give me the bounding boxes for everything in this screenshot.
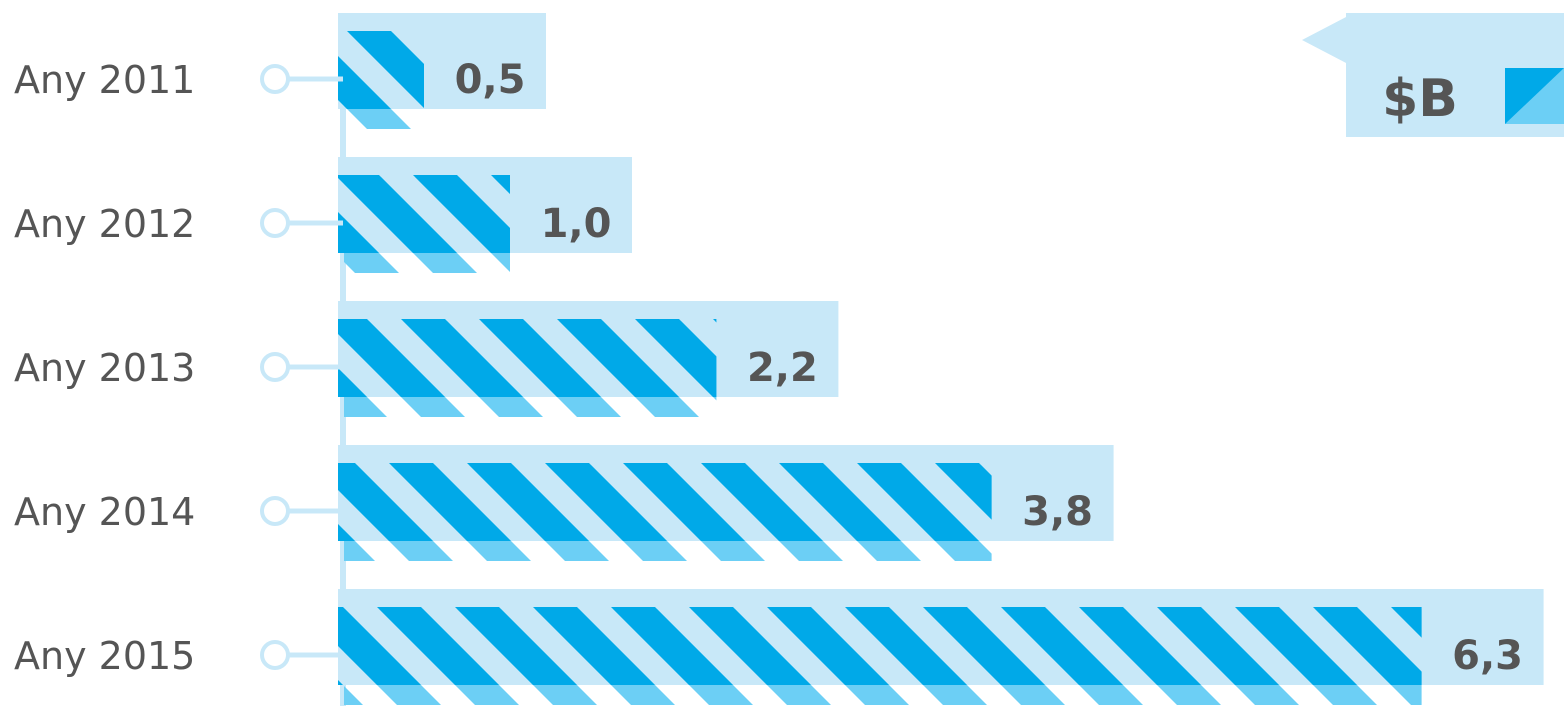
value-label: 1,0 bbox=[541, 201, 612, 247]
category-label: Any 2012 bbox=[14, 202, 195, 246]
category-label: Any 2015 bbox=[14, 634, 195, 678]
legend-swatch-icon bbox=[1505, 68, 1564, 124]
row-marker-icon bbox=[260, 208, 290, 238]
value-label: 6,3 bbox=[1452, 633, 1523, 679]
category-label: Any 2011 bbox=[14, 58, 195, 102]
value-label: 2,2 bbox=[747, 345, 818, 391]
bar bbox=[338, 607, 1422, 685]
row-marker-icon bbox=[260, 352, 290, 382]
row-marker-icon bbox=[260, 64, 290, 94]
bar-row: Any 2011 0,5 bbox=[14, 13, 546, 129]
legend: $B bbox=[1302, 13, 1564, 137]
bar bbox=[338, 319, 717, 397]
row-marker-icon bbox=[260, 640, 290, 670]
bar bbox=[338, 31, 424, 109]
bar-row: Any 2014 3,8 bbox=[14, 445, 1114, 561]
category-label: Any 2013 bbox=[14, 346, 195, 390]
legend-pointer bbox=[1302, 16, 1348, 64]
bar-row: Any 2012 1,0 bbox=[14, 157, 632, 273]
bar-row: Any 2013 2,2 bbox=[14, 301, 839, 417]
bar bbox=[338, 175, 510, 253]
row-marker-icon bbox=[260, 496, 290, 526]
value-label: 3,8 bbox=[1022, 489, 1093, 535]
category-label: Any 2014 bbox=[14, 490, 195, 534]
bar bbox=[338, 463, 992, 541]
bar-row: Any 2015 6,3 bbox=[14, 589, 1544, 705]
legend-label: $B bbox=[1382, 69, 1458, 129]
value-label: 0,5 bbox=[455, 57, 526, 103]
